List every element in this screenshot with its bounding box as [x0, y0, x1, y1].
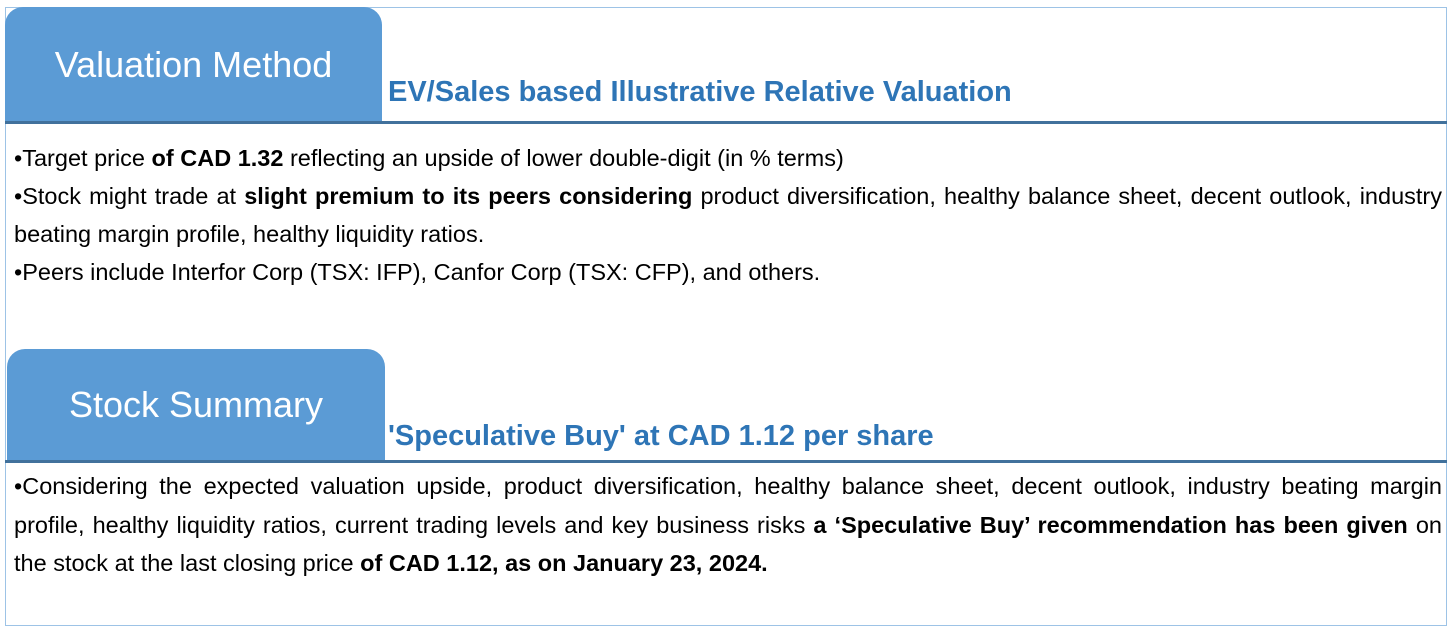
divider — [5, 460, 1447, 463]
summary-bullets: •Considering the expected valuation upsi… — [14, 467, 1442, 583]
text: •Target price — [14, 145, 152, 171]
bold-text: of CAD 1.32 — [151, 145, 284, 171]
bold-text: slight premium to its peers considering — [244, 183, 693, 209]
valuation-method-tab: Valuation Method — [5, 7, 382, 122]
text: product diversification, healthy balance… — [14, 183, 1442, 247]
content-frame — [5, 7, 1447, 626]
valuation-subtitle: EV/Sales based Illustrative Relative Val… — [388, 76, 1012, 108]
valuation-method-label: Valuation Method — [54, 43, 333, 85]
summary-subtitle: 'Speculative Buy' at CAD 1.12 per share — [388, 420, 934, 452]
stock-summary-label: Stock Summary — [68, 384, 324, 425]
stock-summary-tab: Stock Summary — [7, 349, 385, 461]
divider — [5, 121, 1447, 124]
bullet-item: •Stock might trade at slight premium to … — [14, 177, 1442, 253]
text: •Considering the expected valuation upsi… — [14, 473, 1442, 538]
bullet-item: •Peers include Interfor Corp (TSX: IFP),… — [14, 253, 1442, 291]
text: •Stock might trade at — [14, 183, 245, 209]
bold-text: of CAD 1.12, as on January 23, 2024. — [360, 550, 768, 576]
bullet-item: •Target price of CAD 1.32 reflecting an … — [14, 139, 1442, 177]
valuation-bullets: •Target price of CAD 1.32 reflecting an … — [14, 139, 1442, 291]
text: reflecting an upside of lower double-dig… — [283, 145, 844, 171]
text: •Peers include Interfor Corp (TSX: IFP),… — [14, 259, 821, 285]
bullet-item: •Considering the expected valuation upsi… — [14, 467, 1442, 583]
bold-text: a ‘Speculative Buy’ recommendation has b… — [813, 511, 1408, 538]
text: on the stock at the last closing price — [14, 511, 1442, 577]
